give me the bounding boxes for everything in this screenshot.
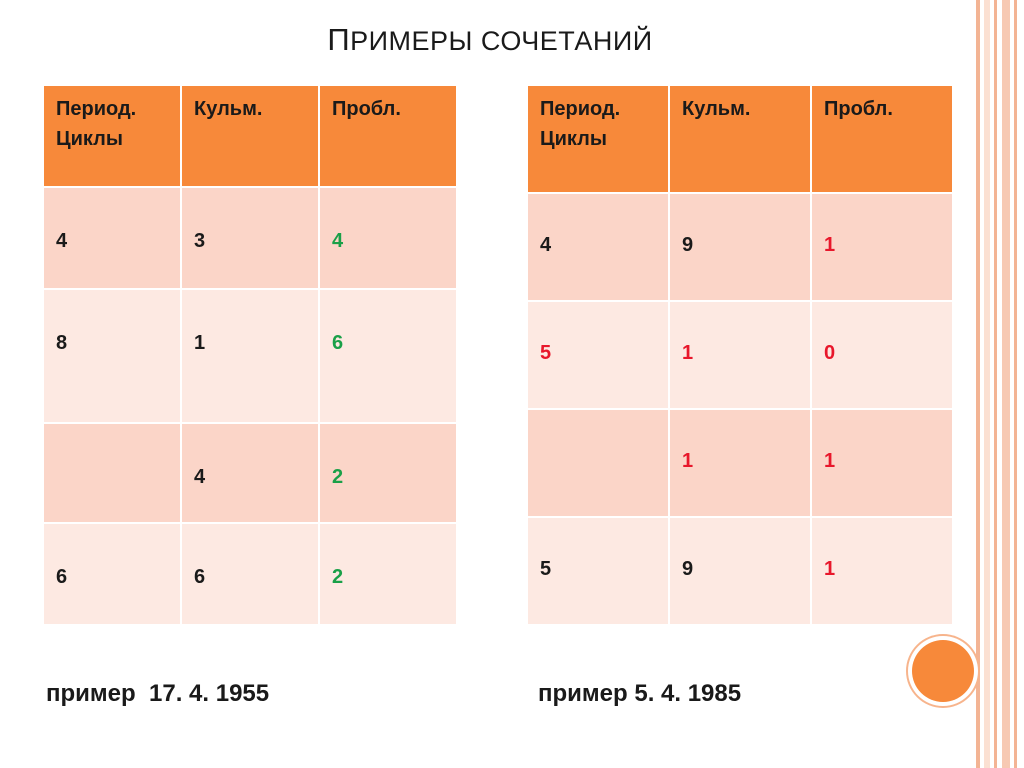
table-cell: 1 bbox=[812, 518, 952, 624]
table-cell: 5 bbox=[528, 518, 668, 624]
slide-title-rest: РИМЕРЫ СОЧЕТАНИЙ bbox=[350, 26, 653, 56]
header-problems: Пробл. bbox=[812, 86, 952, 192]
table-row: 4 2 bbox=[44, 424, 456, 522]
table-cell: 5 bbox=[528, 302, 668, 408]
table-cell: 1 bbox=[812, 410, 952, 516]
header-culmination: Кульм. bbox=[182, 86, 318, 186]
table-cell: 1 bbox=[812, 194, 952, 300]
table-cell: 6 bbox=[182, 524, 318, 624]
table-row: 4 9 1 bbox=[528, 194, 952, 300]
frame-line bbox=[984, 0, 990, 768]
header-problems: Пробл. bbox=[320, 86, 456, 186]
table-cell: 1 bbox=[182, 290, 318, 422]
table-row: 5 9 1 bbox=[528, 518, 952, 624]
right-example-caption: пример 5. 4. 1985 bbox=[538, 680, 742, 707]
table-cell bbox=[44, 424, 180, 522]
table-cell: 2 bbox=[320, 524, 456, 624]
table-cell: 4 bbox=[320, 188, 456, 288]
table-cell: 1 bbox=[670, 410, 810, 516]
table-cell: 3 bbox=[182, 188, 318, 288]
table-cell: 9 bbox=[670, 518, 810, 624]
table-cell bbox=[528, 410, 668, 516]
table-row: 5 1 0 bbox=[528, 302, 952, 408]
left-combination-table: Период. Циклы Кульм. Пробл. 4 3 4 8 1 6 … bbox=[42, 84, 458, 626]
decorative-circle-icon bbox=[912, 640, 974, 702]
frame-line bbox=[1014, 0, 1017, 768]
table-row: 4 3 4 bbox=[44, 188, 456, 288]
left-example-caption: пример 17. 4. 1955 bbox=[46, 680, 270, 707]
table-cell: 4 bbox=[528, 194, 668, 300]
table-row: 1 1 bbox=[528, 410, 952, 516]
table-cell: 1 bbox=[670, 302, 810, 408]
table-row: 8 1 6 bbox=[44, 290, 456, 422]
frame-line bbox=[994, 0, 997, 768]
header-culmination: Кульм. bbox=[670, 86, 810, 192]
slide-title: ПРИМЕРЫ СОЧЕТАНИЙ bbox=[0, 22, 980, 58]
table-cell: 4 bbox=[44, 188, 180, 288]
table-row: 6 6 2 bbox=[44, 524, 456, 624]
right-combination-table: Период. Циклы Кульм. Пробл. 4 9 1 5 1 0 … bbox=[526, 84, 954, 626]
table-cell: 0 bbox=[812, 302, 952, 408]
table-cell: 6 bbox=[320, 290, 456, 422]
table-cell: 4 bbox=[182, 424, 318, 522]
table-cell: 2 bbox=[320, 424, 456, 522]
header-period-cycles: Период. Циклы bbox=[528, 86, 668, 192]
frame-line bbox=[1002, 0, 1010, 768]
table-cell: 6 bbox=[44, 524, 180, 624]
frame-line bbox=[976, 0, 980, 768]
table-cell: 8 bbox=[44, 290, 180, 422]
slide-title-first-letter: П bbox=[327, 22, 351, 57]
header-period-cycles: Период. Циклы bbox=[44, 86, 180, 186]
table-cell: 9 bbox=[670, 194, 810, 300]
